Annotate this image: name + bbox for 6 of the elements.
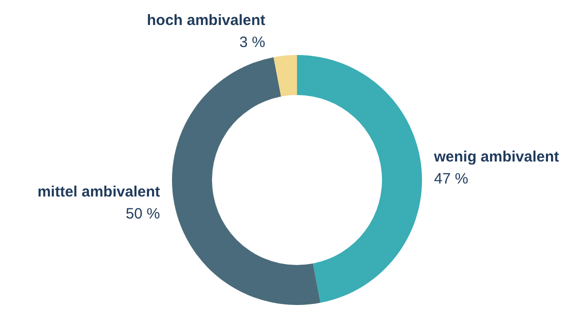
slice-label: hoch ambivalent (146, 12, 266, 30)
data-label: 3 % (239, 34, 266, 52)
data-label: 50 % (126, 206, 160, 223)
slice-label: wenig ambivalent (433, 148, 560, 166)
data-label: 47 % (434, 170, 468, 188)
slice-label: mittel ambivalent (37, 184, 160, 201)
